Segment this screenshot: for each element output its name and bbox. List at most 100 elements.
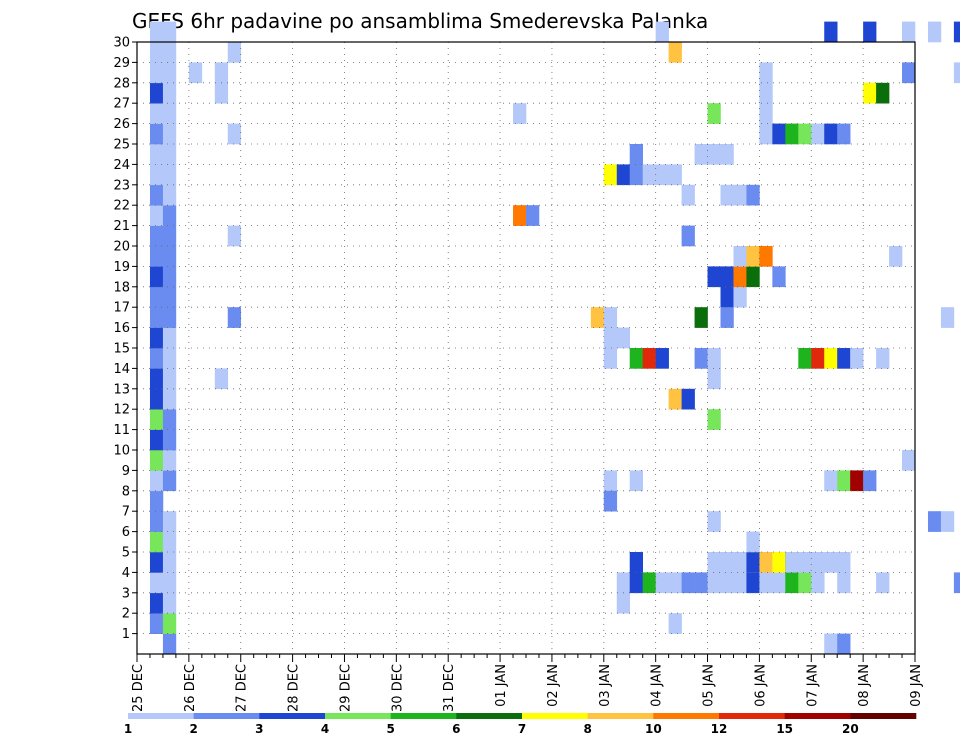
heatmap-cell [902, 62, 916, 84]
legend-swatch [719, 713, 785, 719]
legend: 1 2 3 4 5 6 7 8 10 12 15 20 [124, 713, 917, 736]
heatmap-cell [149, 572, 164, 594]
legend-swatch [456, 713, 523, 719]
heatmap-cell [707, 552, 721, 573]
heatmap-cell [953, 21, 960, 43]
heatmap-cell [889, 246, 903, 267]
x-tick-label: 28 DEC [287, 664, 302, 712]
heatmap-cell [149, 490, 164, 512]
heatmap-cell [603, 327, 618, 349]
heatmap-cell [876, 348, 890, 369]
heatmap-cell [149, 164, 164, 186]
heatmap-cell [733, 246, 747, 267]
heatmap-cell [616, 572, 631, 594]
legend-label: 2 [189, 722, 197, 736]
heatmap-cell [603, 470, 618, 492]
y-tick-label: 11 [113, 423, 130, 438]
heatmap-cell [927, 511, 942, 532]
heatmap-cell [759, 246, 773, 267]
legend-swatch [653, 713, 720, 719]
heatmap-cell [720, 552, 734, 573]
heatmap-cell [759, 62, 773, 84]
legend-swatch [850, 713, 917, 719]
heatmap-cell [707, 511, 721, 532]
heatmap-cell [733, 286, 747, 308]
heatmap-cell [629, 470, 643, 492]
heatmap-cell [746, 184, 760, 206]
heatmap-cell [603, 307, 618, 328]
heatmap-cell [785, 572, 799, 594]
heatmap-cell [772, 123, 786, 145]
heatmap-cell [590, 307, 605, 328]
heatmap-cell [162, 42, 177, 63]
heatmap-cell [668, 164, 682, 186]
heatmap-cell [629, 144, 643, 165]
y-tick-label: 26 [113, 117, 130, 132]
heatmap-cell [694, 307, 708, 328]
y-tick-label: 20 [113, 240, 130, 255]
heatmap-cell [162, 429, 177, 451]
x-tick-label: 26 DEC [183, 664, 198, 712]
legend-label: 1 [124, 722, 132, 736]
heatmap-cell [642, 572, 656, 594]
x-tick-label: 01 JAN [494, 664, 509, 707]
heatmap-cell [149, 348, 164, 369]
heatmap-cell [227, 307, 242, 328]
heatmap-cell [746, 246, 760, 267]
heatmap-cell [902, 21, 916, 43]
heatmap-cell [227, 225, 242, 247]
y-tick-label: 29 [113, 56, 130, 71]
legend-label: 15 [776, 722, 793, 736]
x-tick-label: 27 DEC [235, 664, 250, 712]
y-tick-label: 25 [113, 138, 130, 153]
y-tick-label: 5 [122, 546, 130, 561]
heatmap-cell [214, 368, 229, 390]
heatmap-cell [824, 633, 838, 655]
y-tick-label: 3 [122, 586, 130, 601]
heatmap-cell [772, 572, 786, 594]
x-tick-label: 05 JAN [702, 664, 717, 707]
heatmap-cell [162, 348, 177, 369]
heatmap-cell [616, 164, 631, 186]
y-tick-label: 9 [122, 464, 130, 479]
heatmap-cell [162, 409, 177, 430]
heatmap-cell [149, 123, 164, 145]
heatmap-cell [149, 552, 164, 573]
heatmap-cell [227, 123, 242, 145]
heatmap-cell [149, 246, 164, 267]
heatmap-cell [513, 205, 527, 226]
legend-swatch [193, 713, 260, 719]
heatmap-cell [642, 164, 656, 186]
heatmap-cell [603, 164, 618, 186]
heatmap-cell [162, 633, 177, 655]
heatmap-cell [824, 348, 838, 369]
heatmap-cell [811, 123, 825, 145]
y-axis: 1234567891011121314151617181920212223242… [113, 36, 137, 642]
legend-swatch [522, 713, 588, 719]
heatmap-cell [149, 592, 164, 614]
heatmap-cell [707, 409, 721, 430]
heatmap-cell [863, 21, 877, 43]
heatmap-cell [707, 348, 721, 369]
heatmap-cell [668, 388, 682, 410]
heatmap-cell [681, 225, 695, 247]
heatmap-cell [668, 42, 682, 63]
heatmap-cell [526, 205, 540, 226]
heatmap-cell [707, 266, 721, 288]
heatmap-cell [149, 62, 164, 84]
heatmap-cell [759, 552, 773, 573]
heatmap-cell [940, 511, 955, 532]
heatmap-cell [149, 388, 164, 410]
heatmap-cell [824, 21, 838, 43]
heatmap-cell [214, 82, 229, 104]
heatmap-cell [149, 470, 164, 492]
heatmap-cell [655, 348, 669, 369]
y-tick-label: 2 [122, 607, 130, 622]
heatmap-cell [850, 470, 864, 492]
heatmap-cell [759, 123, 773, 145]
heatmap-cell [149, 42, 164, 63]
y-tick-label: 1 [122, 627, 130, 642]
heatmap-cell [149, 266, 164, 288]
heatmap-cell [149, 531, 164, 553]
